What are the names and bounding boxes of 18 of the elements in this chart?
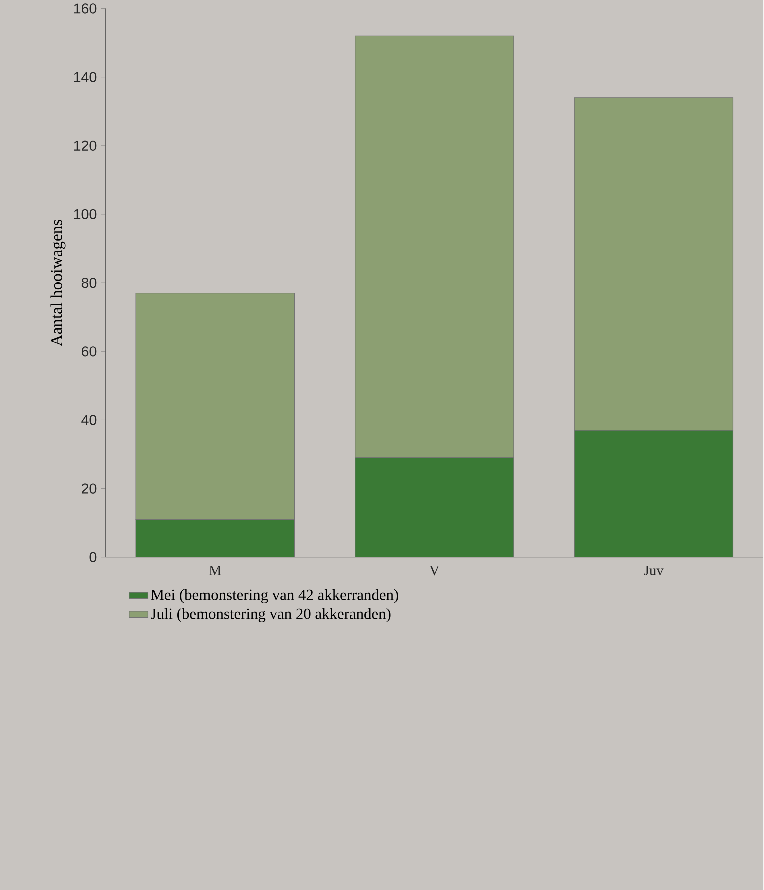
y-tick-label: 140 bbox=[74, 72, 97, 82]
bar bbox=[574, 430, 734, 558]
legend-label: Juli (bemonstering van 20 akkeranden) bbox=[151, 608, 391, 622]
bar bbox=[136, 519, 296, 558]
y-tick-label: 160 bbox=[74, 4, 97, 14]
y-tick-label: 100 bbox=[74, 209, 97, 220]
legend-label: Mei (bemonstering van 42 akkerranden) bbox=[151, 589, 399, 604]
x-tick-label: M bbox=[210, 566, 222, 576]
y-tick-label: 40 bbox=[82, 415, 97, 426]
x-tick-label: Juv bbox=[644, 566, 664, 576]
y-tick-label: 60 bbox=[82, 346, 97, 357]
y-tick-label: 0 bbox=[90, 552, 97, 562]
y-axis-title: Aantal hooiwagens bbox=[50, 220, 66, 346]
x-tick-label: V bbox=[430, 566, 440, 576]
y-tick-label: 80 bbox=[82, 278, 97, 288]
y-tick-label: 120 bbox=[74, 140, 97, 151]
bar bbox=[355, 458, 514, 558]
y-tick-label: 20 bbox=[82, 484, 97, 494]
